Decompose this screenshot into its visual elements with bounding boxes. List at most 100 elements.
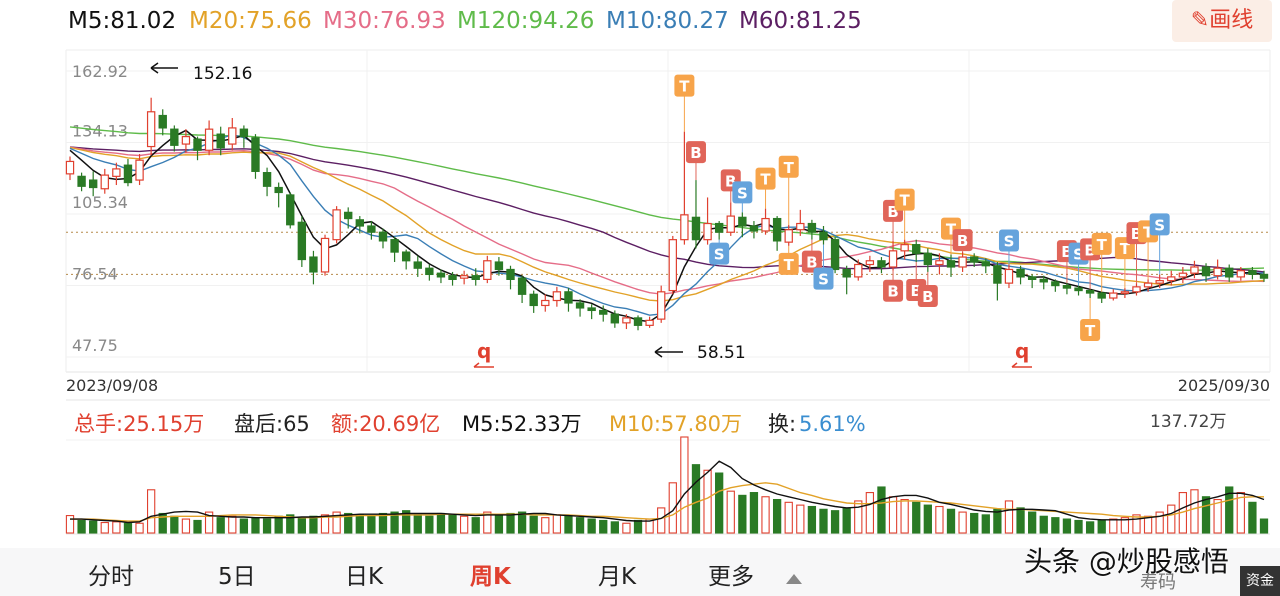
moving-average-lines bbox=[69, 126, 1265, 323]
candle bbox=[888, 240, 898, 271]
volume-bar bbox=[552, 514, 562, 534]
candle bbox=[657, 285, 666, 323]
signal-tag-box bbox=[1080, 319, 1101, 342]
volume-bar bbox=[680, 436, 689, 534]
candle bbox=[1225, 264, 1234, 282]
candle-body bbox=[552, 291, 562, 302]
bottom-strip-label: 寿码 bbox=[1140, 572, 1176, 593]
candle bbox=[483, 255, 492, 284]
caret-up-icon[interactable] bbox=[786, 574, 802, 584]
candle-body bbox=[193, 138, 202, 151]
candle bbox=[355, 216, 364, 234]
candle-body bbox=[1178, 272, 1188, 278]
volume-bar bbox=[900, 498, 909, 534]
candle-body bbox=[657, 291, 666, 320]
extreme-markers: 152.16 58.51 q q bbox=[150, 62, 1032, 368]
signal-tag: B bbox=[801, 239, 822, 273]
candle bbox=[1074, 285, 1083, 296]
fund-corner-button[interactable]: 资金 bbox=[1240, 566, 1280, 596]
volume-bar bbox=[378, 512, 388, 534]
signal-tag-box bbox=[952, 229, 973, 252]
volume-bar bbox=[436, 512, 446, 534]
candle bbox=[830, 237, 840, 274]
tab-monthly-k[interactable]: 月K bbox=[598, 564, 637, 590]
volume-bar bbox=[1190, 489, 1199, 534]
date-start-label: 2023/09/08 bbox=[66, 376, 158, 395]
signal-tag-label: B bbox=[1061, 243, 1072, 261]
volume-bar bbox=[726, 490, 735, 534]
ma120-value: M120:94.26 bbox=[457, 8, 595, 34]
signal-tag-label: T bbox=[679, 78, 690, 96]
after-hours-volume: 盘后:65 bbox=[234, 412, 310, 436]
candle bbox=[587, 304, 596, 320]
candle-body bbox=[900, 244, 909, 252]
candle bbox=[796, 209, 805, 236]
candle bbox=[564, 288, 573, 312]
volume-bar bbox=[147, 489, 156, 534]
signal-tag: S bbox=[732, 181, 753, 213]
candle-body bbox=[1120, 291, 1130, 294]
volume-bar bbox=[807, 505, 817, 534]
volume-ma-lines bbox=[70, 460, 1265, 524]
tab-5day[interactable]: 5日 bbox=[218, 564, 256, 590]
candle bbox=[123, 158, 133, 187]
signal-tag: T bbox=[894, 188, 915, 240]
volume-bar bbox=[657, 507, 666, 534]
candle-body bbox=[970, 256, 979, 263]
ma5-value: M5:81.02 bbox=[68, 8, 177, 34]
candle-body bbox=[367, 225, 376, 233]
gap-marker-1[interactable]: q bbox=[477, 339, 491, 363]
candle bbox=[970, 253, 979, 267]
volume-bar bbox=[390, 511, 399, 534]
candle-body bbox=[749, 225, 759, 232]
signal-tag: B bbox=[952, 229, 973, 253]
candle-body bbox=[1051, 281, 1060, 287]
tab-weekly-k[interactable]: 周K bbox=[470, 564, 511, 590]
candle bbox=[239, 125, 249, 148]
volume-bar bbox=[1085, 521, 1095, 534]
volume-bar bbox=[1248, 501, 1257, 534]
period-tabs: 分时 5日 日K 周K 月K 更多 bbox=[0, 548, 1280, 596]
candle bbox=[459, 270, 469, 285]
candle bbox=[448, 271, 457, 286]
volume-bar bbox=[796, 504, 805, 534]
volume-bar bbox=[1051, 517, 1060, 534]
signal-tag-box bbox=[1149, 213, 1170, 236]
signal-tag-label: S bbox=[1004, 232, 1015, 250]
volume-bar bbox=[587, 518, 596, 534]
volume-m5: M5:52.33万 bbox=[462, 412, 582, 436]
candle-body bbox=[112, 168, 121, 177]
candle bbox=[599, 305, 608, 322]
volume-bar bbox=[830, 510, 840, 534]
volume-bar bbox=[135, 522, 144, 534]
candle-body bbox=[912, 244, 921, 254]
signal-tag-label: B bbox=[922, 288, 933, 306]
price-tick-label: 47.75 bbox=[72, 336, 118, 355]
gap-marker-2[interactable]: q bbox=[1015, 339, 1029, 363]
volume-bar bbox=[1028, 511, 1037, 534]
tab-more[interactable]: 更多 bbox=[708, 564, 754, 590]
signal-tag-box bbox=[1091, 232, 1112, 255]
candle bbox=[506, 265, 515, 290]
candle-body bbox=[761, 217, 770, 232]
volume-bar bbox=[309, 515, 318, 534]
candle bbox=[1051, 279, 1060, 292]
volume-bar bbox=[622, 522, 631, 534]
candle-body bbox=[320, 237, 330, 273]
candle bbox=[738, 212, 747, 238]
tab-intraday[interactable]: 分时 bbox=[88, 564, 134, 590]
draw-line-button[interactable]: ✎画线 bbox=[1172, 0, 1272, 42]
candle bbox=[216, 126, 225, 156]
candle bbox=[1132, 283, 1141, 296]
candle-body bbox=[436, 272, 446, 278]
candle-body bbox=[819, 231, 828, 241]
signal-tag-box bbox=[709, 242, 730, 265]
signal-tag: S bbox=[709, 239, 730, 265]
volume-bar bbox=[367, 515, 376, 534]
tab-daily-k[interactable]: 日K bbox=[345, 564, 384, 590]
volume-bar bbox=[529, 515, 538, 534]
signal-tag-label: T bbox=[1097, 236, 1108, 254]
volume-bar bbox=[402, 510, 411, 534]
volume-bar bbox=[239, 518, 249, 534]
